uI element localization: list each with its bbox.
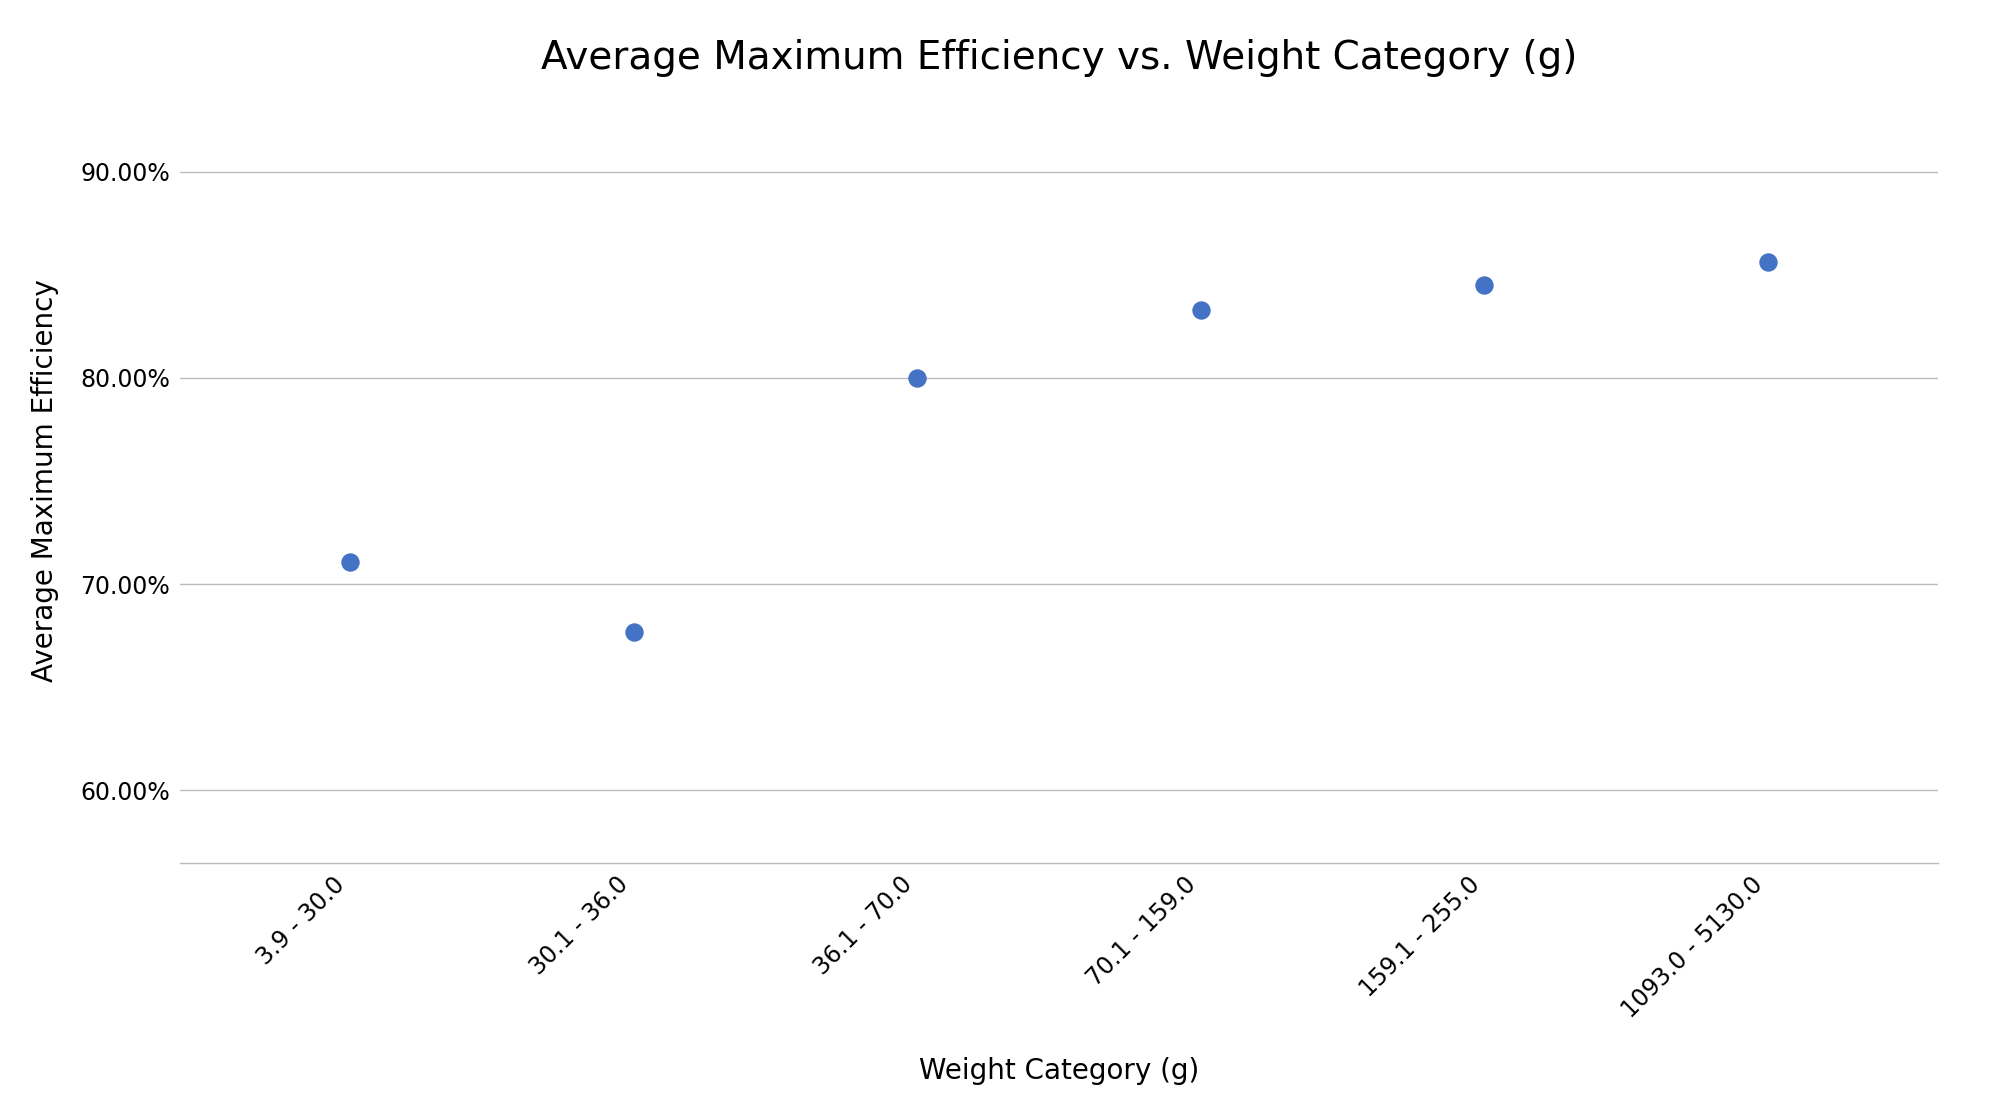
Y-axis label: Average Maximum Efficiency: Average Maximum Efficiency	[32, 280, 60, 682]
Title: Average Maximum Efficiency vs. Weight Category (g): Average Maximum Efficiency vs. Weight Ca…	[541, 39, 1576, 77]
Point	[617, 623, 649, 640]
Point	[1752, 253, 1784, 271]
Point	[1185, 301, 1217, 319]
Point	[901, 369, 933, 387]
X-axis label: Weight Category (g): Weight Category (g)	[919, 1057, 1199, 1085]
Point	[334, 553, 366, 571]
Point	[1469, 276, 1500, 294]
